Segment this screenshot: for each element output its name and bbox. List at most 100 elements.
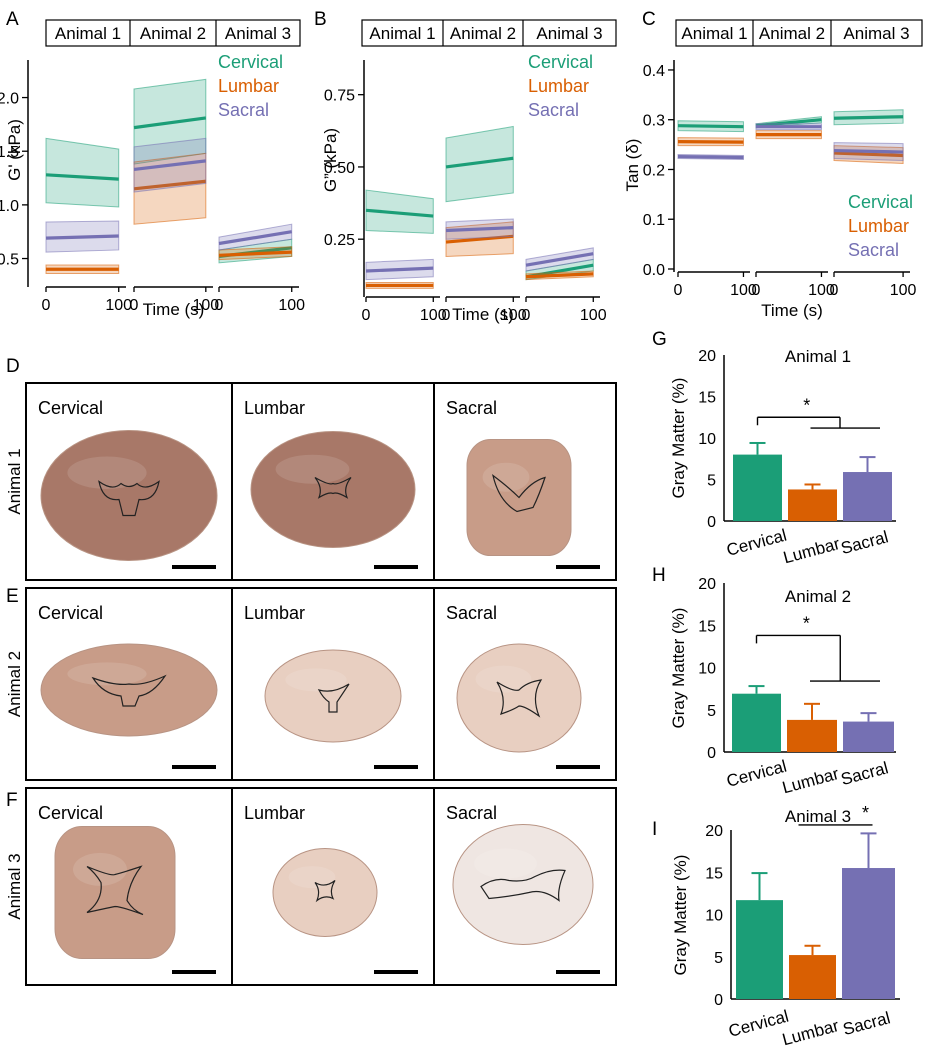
x-tick-label: 100 (808, 282, 835, 299)
x-tick-label: 100 (580, 307, 607, 324)
line-panel-a: A Animal 1 Animal 2 Animal 3 0.5 1.0 1.5 2.0 G' … (0, 9, 305, 319)
significance-star: * (803, 613, 810, 633)
significance-bracket: * (798, 803, 873, 826)
chart-title: Animal 1 (785, 347, 851, 366)
gray-matter-outline (91, 674, 167, 707)
panel-letter: I (652, 819, 657, 840)
y-tick-label: 0.1 (643, 212, 665, 229)
panel-letter: A (6, 9, 19, 30)
tissue-photo-lumbar: Lumbar (231, 588, 418, 780)
series-line-cervical (45, 173, 119, 181)
category-label-cervical: Cervical (724, 526, 788, 560)
tissue-photo-cervical: Cervical (38, 803, 216, 974)
gray-matter-outline (98, 480, 160, 517)
tissue-highlight (475, 665, 532, 693)
tissue-section (40, 430, 218, 561)
series-line-sacral (133, 159, 207, 172)
x-tick-label: 0 (42, 297, 51, 314)
y-axis-title: Gray Matter (%) (669, 608, 688, 729)
tissue-highlight (67, 456, 147, 489)
y-tick-label: 2.0 (0, 91, 19, 108)
y-tick-label: 0 (707, 745, 716, 762)
x-tick-label: 100 (730, 282, 757, 299)
legend-item-lumbar: Lumbar (848, 216, 909, 236)
category-label-cervical: Cervical (724, 757, 788, 791)
series-line-cervical (445, 156, 514, 169)
region-label: Cervical (38, 803, 103, 823)
panel-letter: E (6, 586, 19, 607)
facet-header: Animal 1 Animal 2 Animal 3 (675, 19, 923, 47)
panel-letter: B (314, 9, 327, 30)
facet-label: Animal 3 (843, 24, 909, 43)
x-tick-label: 100 (192, 297, 219, 314)
category-label-sacral: Sacral (839, 758, 890, 789)
y-tick-label: 0.25 (324, 232, 355, 249)
facet-header: Animal 1 Animal 2 Animal 3 (361, 19, 617, 47)
y-tick-label: 0.50 (324, 160, 355, 177)
category-label-sacral: Sacral (839, 527, 890, 558)
gray-matter-outline (492, 474, 546, 513)
series-line-sacral (525, 252, 594, 267)
y-tick-label: 5 (707, 703, 716, 720)
tissue-section (250, 431, 416, 548)
tissue-section (40, 643, 218, 737)
x-tick-label: 0 (130, 297, 139, 314)
panel-letter: F (6, 790, 18, 811)
x-tick-label: 100 (278, 297, 305, 314)
y-axis-title: Gray Matter (%) (671, 855, 690, 976)
series-line-lumbar (133, 179, 206, 191)
bar-cervical (733, 454, 782, 521)
tissue-section (54, 826, 176, 959)
series-line-cervical (133, 116, 207, 130)
bar-sacral (843, 721, 894, 752)
x-axis-title: Time (s) (452, 305, 514, 324)
series-line-sacral (365, 266, 434, 273)
facet-header-box (361, 19, 617, 47)
facet-label: Animal 1 (55, 24, 121, 43)
photo-panels: D Animal 1 Cervical Lumbar Sacral E Animal 2 Ce… (5, 356, 617, 986)
x-tick-label: 0 (522, 307, 531, 324)
series-band-cervical (45, 137, 120, 208)
legend-item-cervical: Cervical (218, 52, 283, 72)
chart-title: Animal 2 (785, 587, 851, 606)
y-axis-title: Tan (δ) (623, 139, 642, 192)
y-tick-label: 15 (698, 618, 716, 635)
x-tick-label: 100 (105, 297, 132, 314)
bar-cervical (736, 900, 783, 999)
x-tick-label: 0 (674, 282, 683, 299)
bar-lumbar (788, 489, 837, 521)
legend-item-sacral: Sacral (528, 100, 579, 120)
category-label-lumbar: Lumbar (780, 764, 841, 797)
significance-star: * (862, 803, 869, 823)
bar-lumbar (789, 955, 836, 999)
category-label-sacral: Sacral (841, 1008, 892, 1039)
bar-panel-g: G Animal 1 Gray Matter (%) 0 5 10 15 20 Cervical… (652, 329, 896, 567)
tissue-highlight (288, 866, 336, 889)
x-tick-label: 0 (752, 282, 761, 299)
y-tick-label: 0.75 (324, 88, 355, 105)
facet-header: Animal 1 Animal 2 Animal 3 (45, 19, 301, 47)
facet-label: Animal 3 (536, 24, 602, 43)
tissue-section (272, 848, 378, 937)
region-label: Cervical (38, 603, 103, 623)
x-tick-label: 100 (890, 282, 917, 299)
y-tick-label: 5 (714, 950, 723, 967)
series-line-cervical (833, 115, 904, 120)
series-line-sacral (445, 226, 514, 233)
photo-row-e: E Animal 2 Cervical Lumbar Sacral (5, 586, 617, 781)
series-line-cervical (365, 208, 434, 218)
line-panels: A Animal 1 Animal 2 Animal 3 0.5 1.0 1.5 2.0 G' … (0, 9, 923, 324)
category-label-lumbar: Lumbar (781, 534, 842, 567)
gray-matter-outline (480, 869, 566, 902)
tissue-highlight (482, 462, 530, 492)
facet-label: Animal 2 (140, 24, 206, 43)
series-line-lumbar (833, 151, 904, 158)
facet-header-box (675, 19, 923, 47)
x-tick-label: 0 (215, 297, 224, 314)
tissue-highlight (73, 852, 127, 886)
facet-label: Animal 3 (225, 24, 291, 43)
photo-row-d: D Animal 1 Cervical Lumbar Sacral (5, 356, 617, 581)
y-tick-label: 10 (698, 431, 716, 448)
region-label: Cervical (38, 398, 103, 418)
